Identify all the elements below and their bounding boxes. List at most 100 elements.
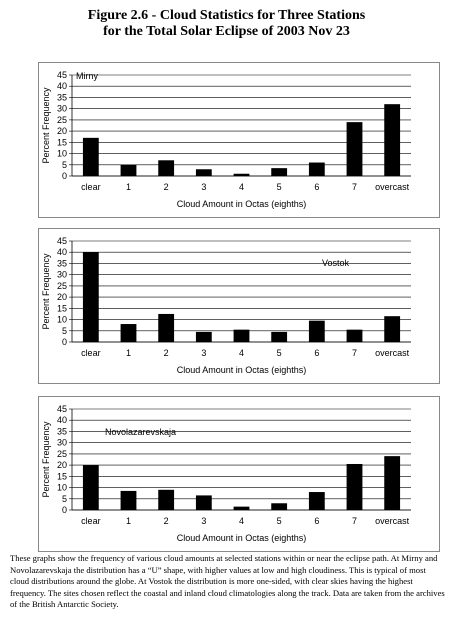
y-tick-label: 15 <box>57 471 67 481</box>
bar <box>271 503 288 510</box>
x-tick-label: 3 <box>201 182 206 192</box>
y-tick-label: 20 <box>57 292 67 302</box>
station-label: Mirny <box>76 71 98 81</box>
bar <box>308 492 325 510</box>
x-tick-label: 4 <box>239 182 244 192</box>
y-tick-label: 25 <box>57 115 67 125</box>
bar <box>271 168 288 176</box>
y-tick-label: 35 <box>57 92 67 102</box>
y-tick-label: 5 <box>62 326 67 336</box>
x-tick-label: overcast <box>375 182 410 192</box>
figure-title: Figure 2.6 - Cloud Statistics for Three … <box>0 8 453 40</box>
y-tick-label: 10 <box>57 483 67 493</box>
y-tick-label: 35 <box>57 426 67 436</box>
x-tick-label: 1 <box>126 348 131 358</box>
x-tick-label: 6 <box>314 348 319 358</box>
bar <box>384 456 401 510</box>
y-tick-label: 10 <box>57 315 67 325</box>
x-tick-label: 4 <box>239 516 244 526</box>
y-tick-label: 0 <box>62 505 67 515</box>
bar <box>233 506 250 510</box>
figure-title-line-2: for the Total Solar Eclipse of 2003 Nov … <box>103 24 350 39</box>
x-tick-label: overcast <box>375 516 410 526</box>
y-tick-label: 45 <box>57 236 67 246</box>
x-tick-label: 2 <box>164 182 169 192</box>
bar <box>384 316 401 342</box>
y-tick-label: 40 <box>57 247 67 257</box>
x-tick-label: 5 <box>277 348 282 358</box>
x-tick-label: clear <box>81 516 101 526</box>
y-tick-label: 20 <box>57 460 67 470</box>
station-label: Novolazarevskaja <box>105 427 176 437</box>
x-tick-label: clear <box>81 182 101 192</box>
station-label: Vostok <box>322 258 350 268</box>
x-tick-label: overcast <box>375 348 410 358</box>
figure-caption: These graphs show the frequency of vario… <box>10 553 445 610</box>
bar <box>195 169 212 176</box>
bar <box>346 122 363 176</box>
bar <box>158 313 175 342</box>
x-tick-label: 3 <box>201 516 206 526</box>
chart-panel-vostok: 0 5 10 15 20 25 30 35 40 45 clear 1 2 3 4 5 6 7 overcast Cl… <box>38 228 440 384</box>
x-tick-label: 1 <box>126 182 131 192</box>
bar <box>346 329 363 342</box>
chart-panel-mirny: 0 5 10 15 20 25 30 35 40 45 clear 1 2 3 4 5 6 7 overcast Cl… <box>38 62 440 218</box>
y-tick-label: 25 <box>57 449 67 459</box>
y-tick-label: 40 <box>57 81 67 91</box>
y-tick-label: 5 <box>62 160 67 170</box>
bar <box>82 465 99 510</box>
x-axis-label: Cloud Amount in Octas (eighths) <box>177 365 307 375</box>
y-tick-label: 40 <box>57 415 67 425</box>
y-tick-label: 25 <box>57 281 67 291</box>
bar <box>158 160 175 176</box>
y-tick-label: 10 <box>57 149 67 159</box>
x-tick-label: 2 <box>164 348 169 358</box>
y-tick-label: 45 <box>57 70 67 80</box>
bar <box>308 320 325 342</box>
y-tick-label: 35 <box>57 258 67 268</box>
y-axis-label: Percent Frequency <box>41 87 51 164</box>
x-tick-label: 4 <box>239 348 244 358</box>
bar <box>158 489 175 510</box>
bar <box>82 137 99 176</box>
bar <box>233 173 250 176</box>
y-tick-label: 0 <box>62 171 67 181</box>
x-axis-label: Cloud Amount in Octas (eighths) <box>177 533 307 543</box>
y-tick-label: 30 <box>57 438 67 448</box>
chart-panel-novolazarevskaja: 0 5 10 15 20 25 30 35 40 45 clear 1 2 3 4 5 6 7 overcast Cl… <box>38 396 440 552</box>
y-axis-label: Percent Frequency <box>41 253 51 330</box>
bar <box>233 329 250 342</box>
bar <box>346 463 363 510</box>
x-tick-label: 3 <box>201 348 206 358</box>
bar <box>120 324 137 342</box>
x-axis-label: Cloud Amount in Octas (eighths) <box>177 199 307 209</box>
x-tick-label: clear <box>81 348 101 358</box>
x-tick-label: 7 <box>352 516 357 526</box>
x-tick-label: 6 <box>314 182 319 192</box>
x-tick-label: 5 <box>277 516 282 526</box>
x-tick-label: 6 <box>314 516 319 526</box>
y-tick-label: 15 <box>57 303 67 313</box>
y-tick-label: 5 <box>62 494 67 504</box>
figure-title-line-1: Figure 2.6 - Cloud Statistics for Three … <box>87 8 366 23</box>
bar <box>308 162 325 176</box>
y-tick-label: 45 <box>57 404 67 414</box>
bar <box>195 331 212 342</box>
y-tick-label: 0 <box>62 337 67 347</box>
x-tick-label: 2 <box>164 516 169 526</box>
x-tick-label: 7 <box>352 182 357 192</box>
y-tick-label: 20 <box>57 126 67 136</box>
bar <box>120 164 137 176</box>
bar <box>384 104 401 176</box>
bar <box>120 490 137 510</box>
bar <box>271 331 288 342</box>
x-tick-label: 7 <box>352 348 357 358</box>
y-axis-label: Percent Frequency <box>41 421 51 498</box>
bar <box>82 252 99 342</box>
y-tick-label: 15 <box>57 137 67 147</box>
y-tick-label: 30 <box>57 270 67 280</box>
x-tick-label: 5 <box>277 182 282 192</box>
